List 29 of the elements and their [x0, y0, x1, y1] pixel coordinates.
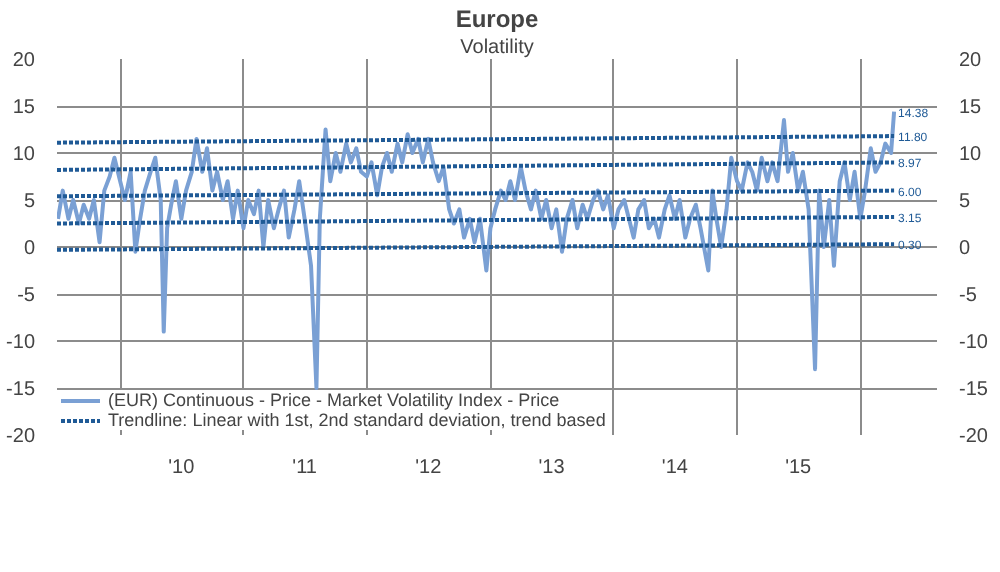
y2-tick-label: 5 [959, 191, 971, 213]
y2-tick-label: -10 [959, 332, 989, 354]
y-tick-label: 20 [12, 50, 36, 72]
y-tick-label: 5 [23, 191, 36, 213]
y2-tick-label: 15 [959, 97, 983, 119]
x-tick-label: '10 [168, 457, 196, 479]
y2-tick-label: 20 [959, 50, 983, 72]
legend-label: (EUR) Continuous - Price - Market Volatility Index - Price [108, 390, 560, 410]
x-tick-label: '12 [415, 457, 443, 479]
y-tick-label: -20 [6, 426, 36, 448]
line-series [57, 109, 897, 390]
x-tick-label: '11 [292, 457, 318, 479]
x-tick-label: '13 [538, 457, 566, 479]
y-tick-label: 10 [12, 144, 36, 166]
y2-tick-label: -20 [959, 426, 989, 448]
y-tick-label: -10 [6, 332, 36, 354]
y2-tick-label: 0 [959, 238, 971, 260]
legend-label: Trendline: Linear with 1st, 2nd standard deviation, trend based [108, 410, 606, 430]
y2-tick-label: -15 [959, 379, 989, 401]
y-tick-label: -5 [17, 285, 36, 307]
y-tick-label: -15 [6, 379, 36, 401]
chart-title: Europe [455, 5, 539, 33]
chart-subtitle: Volatility [460, 37, 534, 59]
x-tick-label: '15 [785, 457, 813, 479]
y-tick-label: 15 [12, 97, 36, 119]
y-tick-label: 0 [23, 238, 36, 260]
y2-tick-label: 10 [959, 144, 983, 166]
y2-tick-label: -5 [959, 285, 978, 307]
x-tick-label: '14 [661, 457, 689, 479]
